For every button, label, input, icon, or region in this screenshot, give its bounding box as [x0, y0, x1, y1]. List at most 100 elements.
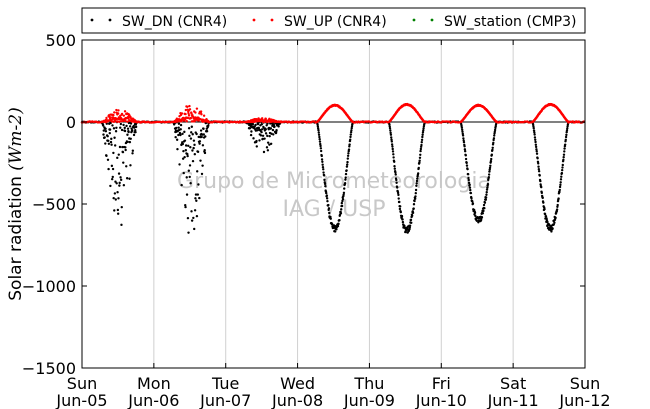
- data-point: [269, 142, 273, 145]
- data-point: [122, 184, 126, 187]
- data-point: [344, 172, 348, 176]
- data-point: [200, 113, 203, 116]
- x-tick-label-date: Jun-09: [343, 391, 395, 409]
- data-point: [328, 211, 331, 215]
- data-point: [176, 147, 179, 151]
- data-point: [344, 178, 347, 181]
- data-point: [319, 144, 322, 148]
- data-point: [103, 136, 106, 139]
- data-point: [277, 125, 280, 128]
- data-point: [342, 191, 346, 195]
- data-point: [419, 147, 423, 151]
- data-point: [464, 154, 467, 157]
- data-point: [325, 191, 328, 195]
- data-point: [392, 156, 395, 159]
- data-point: [344, 176, 347, 179]
- data-point: [327, 203, 330, 207]
- data-point: [485, 193, 488, 196]
- data-point: [337, 222, 340, 226]
- data-point: [390, 136, 393, 139]
- data-point: [482, 203, 486, 207]
- data-point: [129, 122, 133, 125]
- x-tick-label-day: Sun: [67, 374, 97, 393]
- data-point: [125, 124, 128, 128]
- data-point: [188, 175, 191, 179]
- y-tick-label: −500: [32, 195, 76, 214]
- data-point: [188, 134, 191, 138]
- data-point: [486, 186, 489, 189]
- data-point: [343, 182, 347, 185]
- data-point: [419, 153, 422, 157]
- data-point: [467, 178, 470, 182]
- data-point: [347, 152, 350, 155]
- data-point: [543, 207, 546, 211]
- data-point: [391, 150, 395, 153]
- data-point: [266, 141, 270, 144]
- data-point: [316, 125, 320, 128]
- data-point: [421, 135, 424, 139]
- x-tick-label-day: Mon: [137, 374, 171, 393]
- data-point: [198, 142, 201, 145]
- data-point: [322, 174, 326, 177]
- data-point: [414, 192, 417, 195]
- data-point: [110, 143, 113, 146]
- data-point: [108, 131, 111, 135]
- data-point: [562, 158, 565, 162]
- data-point: [335, 228, 338, 231]
- data-point: [180, 112, 184, 115]
- data-point: [558, 185, 562, 189]
- data-point: [120, 223, 123, 227]
- data-point: [350, 126, 353, 130]
- data-point: [398, 200, 401, 204]
- data-point: [119, 126, 122, 129]
- data-point: [559, 181, 562, 184]
- data-point: [114, 130, 118, 133]
- legend-label: SW_DN (CNR4): [122, 14, 227, 30]
- data-point: [123, 110, 127, 113]
- data-point: [263, 137, 266, 140]
- data-point: [199, 159, 202, 162]
- data-point: [322, 171, 325, 174]
- data-point: [492, 137, 496, 140]
- data-point: [188, 164, 192, 167]
- y-tick-label: 500: [45, 31, 76, 50]
- data-point: [187, 126, 191, 130]
- data-point: [183, 130, 186, 134]
- data-point: [394, 171, 397, 174]
- data-point: [195, 199, 198, 202]
- data-point: [116, 156, 119, 160]
- data-point: [198, 140, 202, 143]
- data-point: [346, 160, 349, 164]
- data-point: [412, 203, 416, 206]
- data-point: [198, 196, 201, 200]
- data-point: [325, 194, 329, 197]
- data-point: [260, 123, 264, 126]
- data-point: [268, 143, 271, 146]
- data-point: [317, 133, 321, 137]
- data-point: [534, 143, 538, 146]
- data-point: [185, 176, 188, 179]
- data-point: [401, 220, 405, 224]
- data-point: [391, 147, 394, 151]
- data-point: [101, 124, 105, 127]
- data-point: [543, 212, 547, 216]
- data-point: [111, 124, 114, 127]
- data-point: [273, 125, 276, 128]
- data-point: [533, 131, 536, 134]
- data-point: [535, 148, 538, 151]
- y-tick-label: −1500: [22, 359, 76, 378]
- data-point: [183, 139, 187, 142]
- data-point: [389, 129, 392, 132]
- data-point: [349, 135, 352, 139]
- data-point: [566, 127, 569, 130]
- data-point: [191, 159, 195, 163]
- data-point: [561, 163, 564, 167]
- data-point: [346, 154, 350, 157]
- data-point: [561, 166, 564, 169]
- data-point: [113, 136, 116, 139]
- data-point: [261, 134, 265, 137]
- data-point: [551, 227, 554, 230]
- data-point: [207, 120, 211, 124]
- data-point: [122, 114, 126, 117]
- x-tick-label-day: Sat: [500, 374, 526, 393]
